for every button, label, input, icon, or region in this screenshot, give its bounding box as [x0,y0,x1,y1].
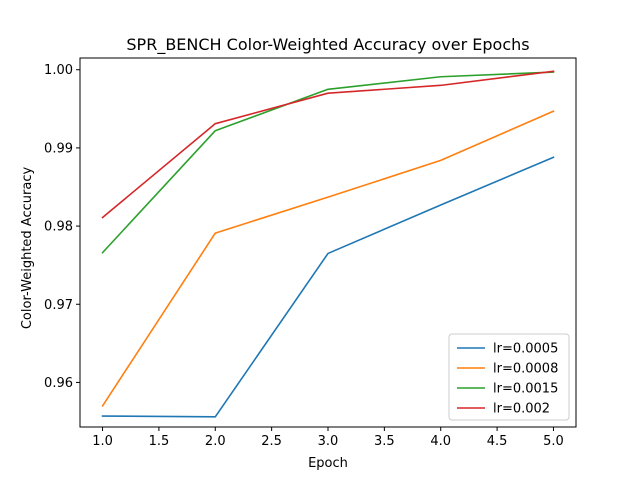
series-line-4 [101,70,555,219]
legend-box [448,333,570,421]
legend-label: lr=0.0005 [493,342,558,357]
legend: lr=0.0005 lr=0.0008 lr=0.0015 lr=0.002 [448,333,570,421]
x-tick-label: 4.0 [430,434,451,449]
x-tick-label: 1.0 [92,434,113,449]
legend-label: lr=0.002 [493,402,550,417]
x-tick-label: 5.0 [543,434,564,449]
series-line-3 [101,71,555,254]
series-line-1 [101,156,555,418]
x-tick-label: 3.0 [318,434,339,449]
x-tick-label: 2.5 [261,434,282,449]
y-tick-label: 0.96 [44,376,73,391]
legend-label: lr=0.0015 [493,382,558,397]
y-tick-label: 0.99 [44,141,73,156]
legend-label: lr=0.0008 [493,362,558,377]
chart-title: SPR_BENCH Color-Weighted Accuracy over E… [126,35,529,55]
x-tick-label: 4.5 [487,434,508,449]
axes-frame [79,57,577,428]
series-lines [101,70,555,418]
y-tick-label: 1.00 [44,63,73,78]
y-tick-label: 0.97 [44,298,73,313]
x-tick-label: 1.5 [149,434,170,449]
y-axis-ticks: 0.96 0.97 0.98 0.99 1.00 [44,63,80,391]
x-axis-ticks: 1.0 1.5 2.0 2.5 3.0 3.5 4.0 4.5 5.0 [92,427,564,449]
x-tick-label: 2.0 [205,434,226,449]
x-tick-label: 3.5 [374,434,395,449]
y-tick-label: 0.98 [44,220,73,235]
x-axis-label: Epoch [308,456,348,471]
y-axis-label: Color-Weighted Accuracy [20,167,35,330]
series-line-2 [101,110,555,407]
